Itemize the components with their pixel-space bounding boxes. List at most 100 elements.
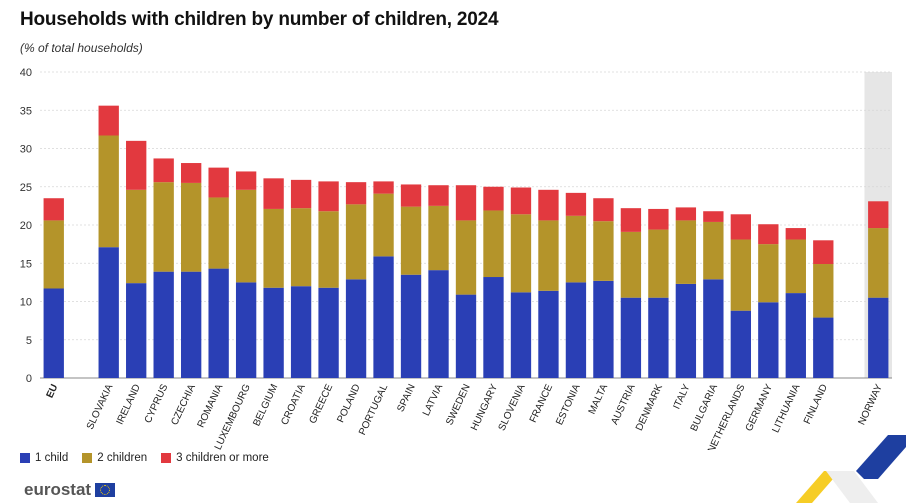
bar-segment [263,208,284,288]
bar-segment [98,105,119,136]
bar-segment [208,268,229,378]
x-tick-label: POLAND [335,383,362,425]
legend-item-one-child: 1 child [20,452,68,464]
bar-segment [730,214,752,240]
bar-segment [235,171,257,190]
bar-segment [703,279,724,378]
x-tick-label: FRANCE [528,382,555,424]
x-tick-label: CYPRUS [143,382,171,425]
x-tick-label: SWEDEN [444,383,473,427]
bar-segment [758,224,779,245]
bar-segment [345,182,367,205]
bar-segment [43,220,64,289]
chart-legend: 1 child 2 children 3 children or more [20,452,269,464]
bar-segment [98,247,119,378]
logo-text: eurostat [24,480,92,499]
x-tick-label: ROMANIA [196,382,226,429]
bar-segment [483,277,504,378]
bar-segment [813,317,834,378]
y-tick-label: 25 [20,182,32,194]
bar-segment [565,215,587,283]
bar-segment [510,187,532,215]
bar-segment [428,270,449,378]
bar-segment [208,197,229,269]
bar-segment [318,181,339,212]
bar-segment [813,264,834,318]
bar-segment [483,210,504,278]
bar-segment [373,181,394,194]
x-tick-label: DENMARK [634,382,665,432]
x-tick-label: CROATIA [279,382,308,427]
bar-segment [400,206,422,275]
bar-segment [345,279,367,378]
bar-segment [126,283,147,378]
bar-segment [455,185,477,221]
bar-segment [290,208,312,287]
bar-segment [620,297,642,378]
y-tick-label: 35 [20,105,32,117]
bar-segment [620,208,642,232]
legend-label-two-children: 2 children [97,452,148,464]
legend-item-three-plus: 3 children or more [161,452,269,464]
bar-segment [428,185,449,206]
y-tick-label: 0 [26,373,32,385]
legend-swatch-one-child [20,453,30,463]
corner-stripe-yellow [796,471,840,503]
x-tick-label: AUSTRIA [609,382,637,426]
bar-segment [785,228,806,240]
bar-segment [538,290,559,378]
x-tick-label: ITALY [672,382,693,411]
bar-segment [868,201,889,229]
bar-segment [126,140,147,190]
corner-decoration [796,435,906,503]
x-tick-label: EU [45,383,61,400]
bar-segment [620,231,642,298]
bar-segment [510,214,532,293]
bar-segment [648,297,669,378]
bar-segment [593,198,614,222]
bar-segment [758,244,779,303]
bar-segment [483,186,504,211]
bar-segment [593,221,614,281]
y-tick-label: 5 [26,335,32,347]
corner-stripe-blue [856,435,906,479]
bar-segment [675,283,697,378]
x-tick-label: GREECE [307,382,335,425]
bar-segment [813,240,834,265]
bar-segment [703,221,724,280]
bar-segment [180,182,202,272]
x-tick-label: CZECHIA [169,382,198,427]
legend-label-three-plus: 3 children or more [176,452,269,464]
bar-segment [675,207,697,221]
bar-segment [208,167,229,198]
y-tick-label: 10 [20,297,32,309]
chart-subtitle: (% of total households) [20,41,143,55]
bar-segment [538,189,559,221]
bar-segment [565,192,587,216]
bar-segment [318,211,339,288]
x-tick-label: GERMANY [744,382,775,433]
bar-segment [703,211,724,222]
x-tick-label: BELGIUM [251,383,280,428]
y-tick-label: 40 [20,67,32,79]
y-tick-label: 15 [20,258,32,270]
bar-segment [455,220,477,295]
x-tick-label: MALTA [587,382,611,416]
bar-segment [648,229,669,298]
x-tick-label: SPAIN [395,383,417,414]
bar-segment [510,292,532,378]
bar-segment [290,179,312,209]
eurostat-logo: eurostat [24,480,116,500]
bar-segment [153,182,174,272]
bar-segment [98,135,119,248]
bar-segment [373,256,394,378]
chart-title: Households with children by number of ch… [20,9,499,30]
bar-segment [868,297,889,378]
x-tick-label: ESTONIA [554,382,583,427]
bar-segment [153,158,174,183]
bar-segment [180,163,202,183]
bar-segment [675,220,697,284]
x-tick-label: HUNGARY [469,382,500,432]
bar-segment [43,288,64,378]
